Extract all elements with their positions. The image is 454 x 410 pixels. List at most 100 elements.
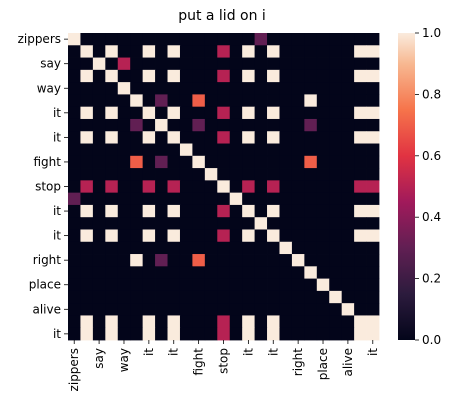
heatmap-cell <box>142 266 156 279</box>
heatmap-cell <box>155 241 168 255</box>
heatmap-cell <box>167 69 181 83</box>
heatmap-cell <box>92 69 106 83</box>
heatmap-cell <box>105 143 119 157</box>
heatmap-cell <box>130 266 144 279</box>
heatmap-cell <box>155 155 168 169</box>
heatmap-cell <box>329 229 343 243</box>
heatmap-cell <box>68 57 81 71</box>
heatmap-cell <box>279 45 293 58</box>
heatmap-cell <box>229 118 243 132</box>
heatmap-cell <box>304 180 318 194</box>
heatmap-cell <box>155 168 168 181</box>
heatmap-cell <box>204 241 218 255</box>
heatmap-cell <box>204 278 218 292</box>
heatmap-cell <box>167 217 181 230</box>
heatmap-cell <box>329 204 343 218</box>
heatmap-cell <box>341 204 355 218</box>
heatmap-cell <box>105 155 119 169</box>
heatmap-cell <box>242 118 255 132</box>
heatmap-cell <box>304 33 318 46</box>
heatmap-cell <box>267 254 280 267</box>
heatmap-cell <box>341 155 355 169</box>
heatmap-cell <box>267 45 280 58</box>
heatmap-cell <box>291 278 305 292</box>
heatmap-cell <box>329 315 343 329</box>
heatmap-cell <box>304 241 318 255</box>
heatmap-cell <box>217 278 231 292</box>
heatmap-cell <box>291 180 305 194</box>
heatmap-cell <box>329 106 343 120</box>
heatmap-cell <box>142 82 156 95</box>
heatmap-cell <box>316 278 330 292</box>
heatmap-cell <box>80 327 94 341</box>
heatmap-cell <box>130 106 144 120</box>
heatmap-cell <box>329 241 343 255</box>
heatmap-cell <box>291 266 305 279</box>
heatmap-cell <box>155 131 168 144</box>
heatmap-cell <box>229 168 243 181</box>
heatmap-cell <box>304 290 318 304</box>
y-tick-label: stop <box>35 180 61 194</box>
heatmap-cell <box>192 69 206 83</box>
heatmap-cell <box>254 168 268 181</box>
heatmap-cell <box>80 131 94 144</box>
heatmap-cell <box>92 131 106 144</box>
heatmap-cell <box>130 33 144 46</box>
heatmap-cell <box>341 290 355 304</box>
heatmap-cell <box>142 155 156 169</box>
heatmap-cell <box>92 168 106 181</box>
heatmap-cell <box>267 82 280 95</box>
x-tick-label: say <box>92 348 106 369</box>
heatmap-cell <box>341 82 355 95</box>
heatmap-cell <box>92 278 106 292</box>
heatmap-cell <box>354 33 367 46</box>
heatmap-cell <box>92 315 106 329</box>
heatmap-cell <box>366 290 380 304</box>
heatmap-cell <box>204 192 218 206</box>
heatmap-cell <box>242 33 255 46</box>
heatmap-cell <box>279 241 293 255</box>
heatmap-cell <box>68 278 81 292</box>
heatmap-cell <box>80 57 94 71</box>
heatmap-cell <box>204 180 218 194</box>
heatmap-cell <box>254 241 268 255</box>
heatmap-cell <box>341 33 355 46</box>
heatmap-cell <box>254 217 268 230</box>
heatmap-cell <box>217 303 231 316</box>
heatmap-cell <box>254 278 268 292</box>
heatmap-cell <box>254 106 268 120</box>
heatmap-cell <box>279 33 293 46</box>
heatmap-cell <box>291 155 305 169</box>
heatmap-cell <box>354 204 367 218</box>
heatmap-cell <box>242 217 255 230</box>
heatmap-cell <box>179 327 193 341</box>
heatmap-cell <box>68 266 81 279</box>
heatmap-cell <box>291 204 305 218</box>
heatmap-cell <box>192 118 206 132</box>
heatmap-cell <box>267 278 280 292</box>
heatmap-cell <box>354 143 367 157</box>
heatmap-cell <box>242 143 255 157</box>
heatmap-cell <box>80 254 94 267</box>
heatmap-cell <box>117 241 131 255</box>
heatmap-cell <box>366 45 380 58</box>
heatmap-cell <box>142 254 156 267</box>
heatmap-cell <box>304 82 318 95</box>
heatmap-cell <box>192 180 206 194</box>
heatmap-cell <box>291 290 305 304</box>
colorbar-tick-label: 0.2 <box>422 272 441 286</box>
heatmap-cell <box>142 217 156 230</box>
heatmap-cell <box>316 192 330 206</box>
heatmap-cell <box>155 254 168 267</box>
heatmap-cell <box>341 94 355 108</box>
heatmap-cell <box>117 106 131 120</box>
heatmap-cell <box>142 315 156 329</box>
heatmap-cell <box>354 217 367 230</box>
heatmap-cell <box>92 266 106 279</box>
colorbar-tick-label: 0.6 <box>422 149 441 163</box>
heatmap-cell <box>354 131 367 144</box>
heatmap-cell <box>366 168 380 181</box>
y-tick-label: it <box>53 106 61 120</box>
heatmap-cell <box>217 155 231 169</box>
heatmap-cell <box>142 106 156 120</box>
